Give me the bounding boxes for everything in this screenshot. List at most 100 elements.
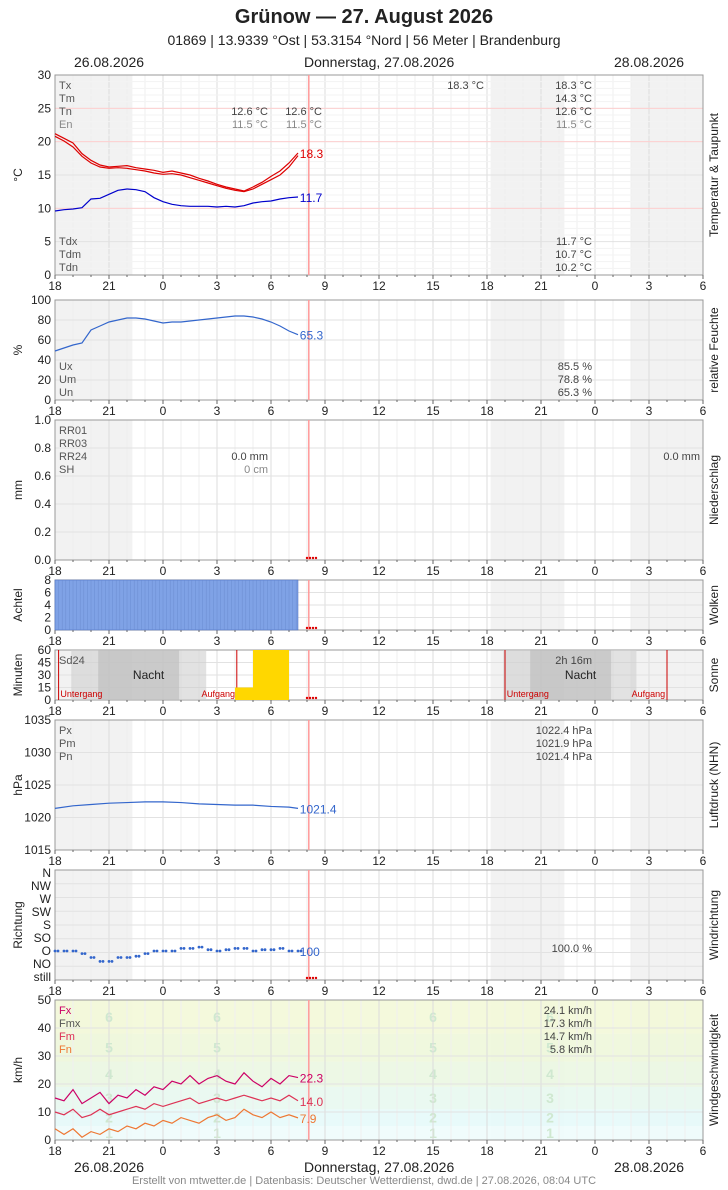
wind-direction-point [107, 960, 111, 963]
legend-label: Tdm [59, 249, 81, 261]
y-tick-label: 0.8 [34, 441, 51, 455]
x-tick-label: 18 [480, 704, 494, 718]
wind-direction-point [269, 948, 273, 952]
x-tick-label: 12 [372, 634, 386, 648]
x-tick-label: 0 [592, 279, 599, 293]
y-axis-label: Richtung [11, 901, 25, 948]
date-center: Donnerstag, 27.08.2026 [304, 54, 455, 70]
x-tick-label: 21 [102, 634, 116, 648]
sun-total-day2: 2h 16m [555, 655, 592, 667]
legend-label: Tdx [59, 236, 78, 248]
y-tick-label: 1020 [24, 811, 51, 825]
x-tick-label: 18 [480, 634, 494, 648]
stat-value: 85.5 % [558, 361, 592, 373]
x-tick-label: 6 [268, 1144, 275, 1158]
wind-direction-point [137, 954, 141, 958]
wind-direction-point [119, 956, 123, 959]
legend-label: Fmx [59, 1018, 81, 1030]
x-tick-label: 18 [48, 1144, 62, 1158]
wind-direction-point [200, 945, 204, 949]
chart-panel-rain: 0.0 0.2 0.4 0.6 0.8 1.0 mm Niederschlag 18 21 0 3 6 9… [11, 413, 721, 578]
x-tick-label: 9 [322, 564, 329, 578]
beaufort-label: 1 [546, 1125, 554, 1141]
sunshine-bar [271, 650, 289, 700]
y-tick-label: still [34, 970, 51, 984]
y-tick-label: 5 [44, 235, 51, 249]
y-tick-label: N [42, 866, 51, 880]
stat-value: 11.5 °C [556, 119, 592, 131]
end-value-label: 11.7 [300, 191, 323, 205]
beaufort-label: 5 [546, 1040, 554, 1056]
wind-direction-point [188, 947, 192, 950]
footer-credit: Erstellt von mtwetter.de | Datenbasis: D… [131, 1175, 597, 1187]
sunshine-bar [253, 650, 271, 700]
date-right: 28.08.2026 [614, 54, 685, 70]
x-tick-label: 6 [268, 984, 275, 998]
x-tick-label: 6 [700, 404, 707, 418]
legend-label: Un [59, 387, 73, 399]
y-axis-label: hPa [11, 774, 25, 796]
x-tick-label: 3 [214, 854, 221, 868]
y-tick-label: 40 [38, 353, 52, 367]
x-tick-label: 18 [480, 1144, 494, 1158]
x-tick-label: 9 [322, 634, 329, 648]
missing-data-marker [305, 556, 309, 560]
stat-value: 17.3 km/h [544, 1018, 592, 1030]
wind-direction-point [260, 948, 264, 952]
stat-value: 14.7 km/h [544, 1031, 592, 1043]
missing-data-marker [311, 976, 315, 980]
y-tick-label: 40 [38, 1021, 52, 1035]
wind-direction-point [227, 948, 231, 952]
x-tick-label: 18 [480, 404, 494, 418]
series-line-Td [54, 188, 299, 212]
x-tick-label: 3 [646, 854, 653, 868]
missing-data-marker [314, 976, 318, 980]
x-tick-label: 0 [160, 704, 167, 718]
y-axis-label: km/h [11, 1057, 25, 1083]
x-tick-label: 3 [214, 404, 221, 418]
wind-direction-point [173, 949, 177, 953]
missing-data-marker [314, 626, 318, 630]
y-tick-label: 10 [38, 201, 52, 215]
series-line-Tx [54, 133, 299, 192]
x-tick-label: 6 [700, 704, 707, 718]
x-tick-label: 0 [160, 564, 167, 578]
y-axis-label: Achtel [11, 588, 25, 621]
wind-direction-point [287, 949, 291, 953]
x-tick-label: 21 [534, 404, 548, 418]
end-value-label: 65.3 [300, 329, 324, 343]
wind-direction-point [215, 949, 219, 953]
x-tick-label: 15 [426, 984, 440, 998]
stat-value: 11.5 °C [232, 119, 268, 131]
legend-label: RR03 [59, 438, 87, 450]
x-tick-label: 6 [268, 279, 275, 293]
side-label: Temperatur & Taupunkt [707, 112, 721, 237]
wind-direction-point [191, 947, 195, 950]
stat-value: 12.6 °C [231, 106, 268, 118]
x-tick-label: 15 [426, 1144, 440, 1158]
wind-direction-point [296, 949, 300, 953]
missing-data-marker [314, 696, 318, 700]
wind-direction-point [128, 956, 132, 959]
legend-label: Pm [59, 738, 76, 750]
stat-value: 12.6 °C [555, 106, 592, 118]
x-tick-label: 3 [646, 984, 653, 998]
x-tick-label: 0 [592, 984, 599, 998]
x-tick-label: 0 [160, 634, 167, 648]
y-tick-label: 1025 [24, 778, 51, 792]
y-tick-label: 0.2 [34, 525, 51, 539]
wind-direction-point [197, 945, 201, 949]
side-label: Windgeschwindigkeit [707, 1013, 721, 1126]
y-tick-label: NO [33, 957, 51, 971]
missing-data-marker [308, 556, 312, 560]
x-tick-label: 0 [592, 854, 599, 868]
wind-direction-point [110, 960, 114, 963]
x-tick-label: 12 [372, 1144, 386, 1158]
wind-direction-point [125, 956, 129, 959]
x-tick-label: 3 [646, 634, 653, 648]
y-tick-label: 50 [38, 993, 52, 1007]
end-value-label: 18.3 [300, 147, 324, 161]
end-value-label: 22.3 [300, 1072, 324, 1086]
x-tick-label: 6 [268, 564, 275, 578]
